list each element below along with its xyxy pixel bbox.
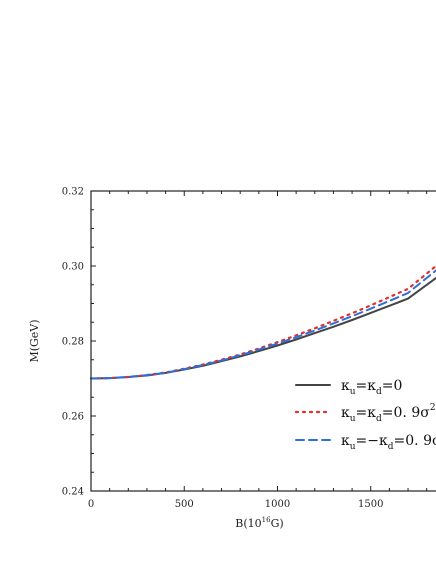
y-tick-label: 0.24 — [62, 487, 84, 498]
y-axis-label: M(GeV) — [28, 319, 41, 362]
legend-label-3: κu=−κd=0. 9σ — [341, 433, 436, 452]
x-tick-label: 0 — [88, 499, 94, 510]
x-axis-label: B(1016G) — [235, 516, 283, 530]
y-tick-label: 0.26 — [62, 412, 84, 423]
legend-label-1: κu=κd=0 — [341, 378, 402, 397]
series-line-1 — [90, 277, 436, 380]
x-tick-label: 1500 — [358, 499, 383, 510]
series-line-3 — [90, 269, 436, 380]
plot-frame — [90, 190, 436, 492]
series-line-2 — [89, 264, 436, 380]
x-tick-label: 1000 — [265, 499, 290, 510]
y-tick-label: 0.32 — [62, 187, 84, 198]
x-axis-label-main: B(10 — [235, 517, 261, 530]
legend-label-2: κu=κd=0. 9σ2 — [341, 403, 436, 424]
y-tick-label: 0.28 — [62, 337, 84, 348]
x-axis-label-sup: 16 — [262, 516, 271, 524]
x-axis-label-end: G) — [271, 517, 284, 530]
y-tick-label: 0.30 — [62, 262, 84, 273]
tick-labels: 0 500 1000 1500 0.24 0.26 0.28 0.30 0.32 — [62, 187, 384, 511]
legend: κu=κd=0 κu=κd=0. 9σ2 κu=−κd=0. 9σ — [294, 378, 436, 452]
x-tick-label: 500 — [175, 499, 194, 510]
plot-lines — [89, 264, 436, 380]
